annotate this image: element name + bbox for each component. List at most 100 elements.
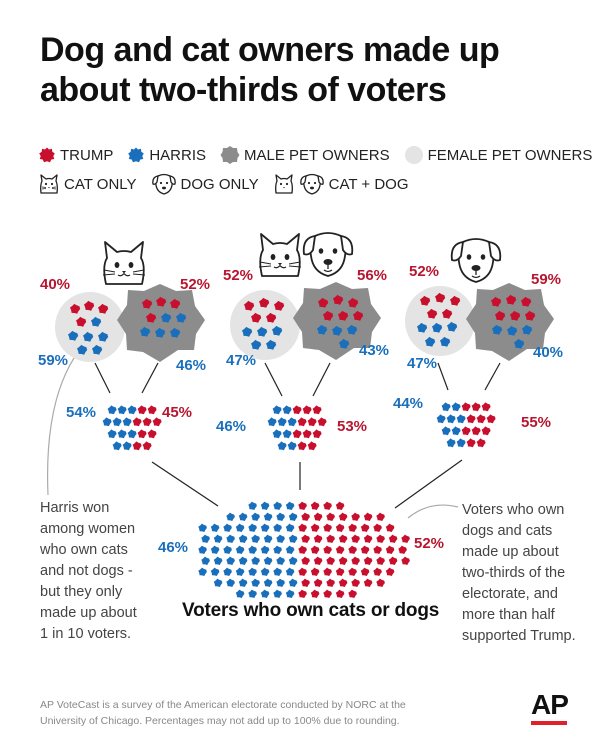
trump-dot (317, 417, 327, 427)
trump-dot (388, 534, 398, 543)
trump-dot (323, 501, 332, 510)
ap-logo-text: AP (531, 689, 569, 720)
trump-dot (521, 296, 532, 307)
trump-dot (298, 589, 307, 598)
trump-dot (351, 556, 360, 565)
legend-harris-label: HARRIS (149, 146, 207, 164)
legend-dog-only-label: DOG ONLY (180, 175, 259, 193)
trump-dot (348, 589, 357, 598)
trump-dot (348, 297, 359, 308)
voter-dots (68, 292, 536, 598)
trump-dot (137, 405, 147, 415)
harris-dot (155, 327, 166, 338)
trump-dot (326, 556, 335, 565)
trump-dot (156, 296, 167, 307)
cat-only-male-trump-pct: 52% (180, 276, 211, 293)
harris-dot (248, 545, 257, 554)
caption: Voters who own cats or dogs (182, 600, 440, 621)
trump-dot (297, 417, 307, 427)
trump-dot-icon (39, 147, 55, 163)
trump-dot (251, 312, 262, 323)
harris-dot (201, 534, 210, 543)
harris-dot (514, 338, 525, 349)
cat-dog-female-harris-pct: 47% (226, 352, 257, 369)
harris-dot (238, 578, 248, 587)
harris-dot (285, 501, 295, 510)
trump-dot (363, 556, 373, 565)
trump-dot (481, 426, 491, 436)
trump-dot (461, 426, 471, 436)
trump-dot (461, 402, 471, 412)
trump-dot (310, 523, 320, 532)
trump-dot (491, 296, 502, 307)
headline-line-2: about two-thirds of voters (40, 71, 447, 109)
trump-dot (152, 417, 162, 427)
note-right-line: two-thirds of the (462, 565, 566, 581)
harris-dot (436, 414, 446, 424)
trump-dot (338, 534, 348, 543)
trump-dot (363, 512, 373, 521)
harris-dot (257, 326, 268, 337)
trump-dot (376, 578, 385, 587)
trump-dot (132, 417, 142, 427)
trump-dot (310, 501, 320, 510)
trump-dot (298, 501, 307, 510)
trump-dot (401, 534, 410, 543)
trump-dot (450, 295, 461, 306)
legend-dog-only: DOG ONLY (151, 173, 259, 195)
trump-dot (310, 545, 320, 554)
trump-dot (313, 578, 323, 587)
legend-female-label: FEMALE PET OWNERS (427, 146, 593, 164)
trump-dot (298, 567, 307, 576)
dog-icon (299, 173, 324, 195)
harris-dot (112, 417, 122, 427)
trump-dot (146, 312, 157, 323)
harris-dot (117, 429, 127, 439)
trump-dot (292, 405, 302, 415)
harris-dot (288, 578, 298, 587)
trump-dot (385, 567, 395, 576)
note-right-line: made up about (462, 544, 559, 560)
trump-dot (318, 297, 329, 308)
trump-dot (297, 441, 307, 451)
trump-dot (70, 303, 81, 314)
total-trump-pct: 52% (414, 535, 445, 552)
harris-dot (83, 331, 94, 342)
harris-dot (238, 556, 248, 565)
cat-only-female-trump-pct: 40% (40, 276, 71, 293)
trump-dot (427, 308, 438, 319)
harris-dot (522, 324, 533, 335)
harris-dot (260, 567, 270, 576)
trump-dot (132, 441, 142, 451)
trump-dot (137, 429, 147, 439)
trump-dot (323, 310, 334, 321)
harris-dot (210, 567, 220, 576)
harris-dot (451, 402, 461, 412)
harris-dot (440, 336, 451, 347)
harris-dot (288, 556, 298, 565)
harris-dot (122, 441, 132, 451)
note-right-line: Voters who own (462, 502, 565, 518)
trump-dot (335, 501, 345, 510)
legend-male: MALE PET OWNERS (220, 145, 390, 165)
trump-dot (310, 567, 320, 576)
harris-dot (282, 405, 292, 415)
harris-dot (287, 417, 297, 427)
harris-dot (332, 325, 343, 336)
harris-dot (213, 556, 223, 565)
trump-dot (338, 512, 348, 521)
trump-dot (333, 294, 344, 305)
harris-dot (260, 523, 270, 532)
connector-lines (94, 362, 501, 509)
harris-dot (260, 501, 270, 510)
harris-dot (140, 326, 151, 337)
harris-dot (285, 589, 295, 598)
trump-dot (323, 545, 332, 554)
note-left-line: who own cats (40, 542, 128, 558)
trump-dot (481, 402, 491, 412)
trump-dot (510, 310, 521, 321)
harris-dot (447, 321, 458, 332)
dog-icon (151, 173, 176, 195)
harris-dot (432, 322, 443, 333)
harris-dot (77, 344, 88, 355)
